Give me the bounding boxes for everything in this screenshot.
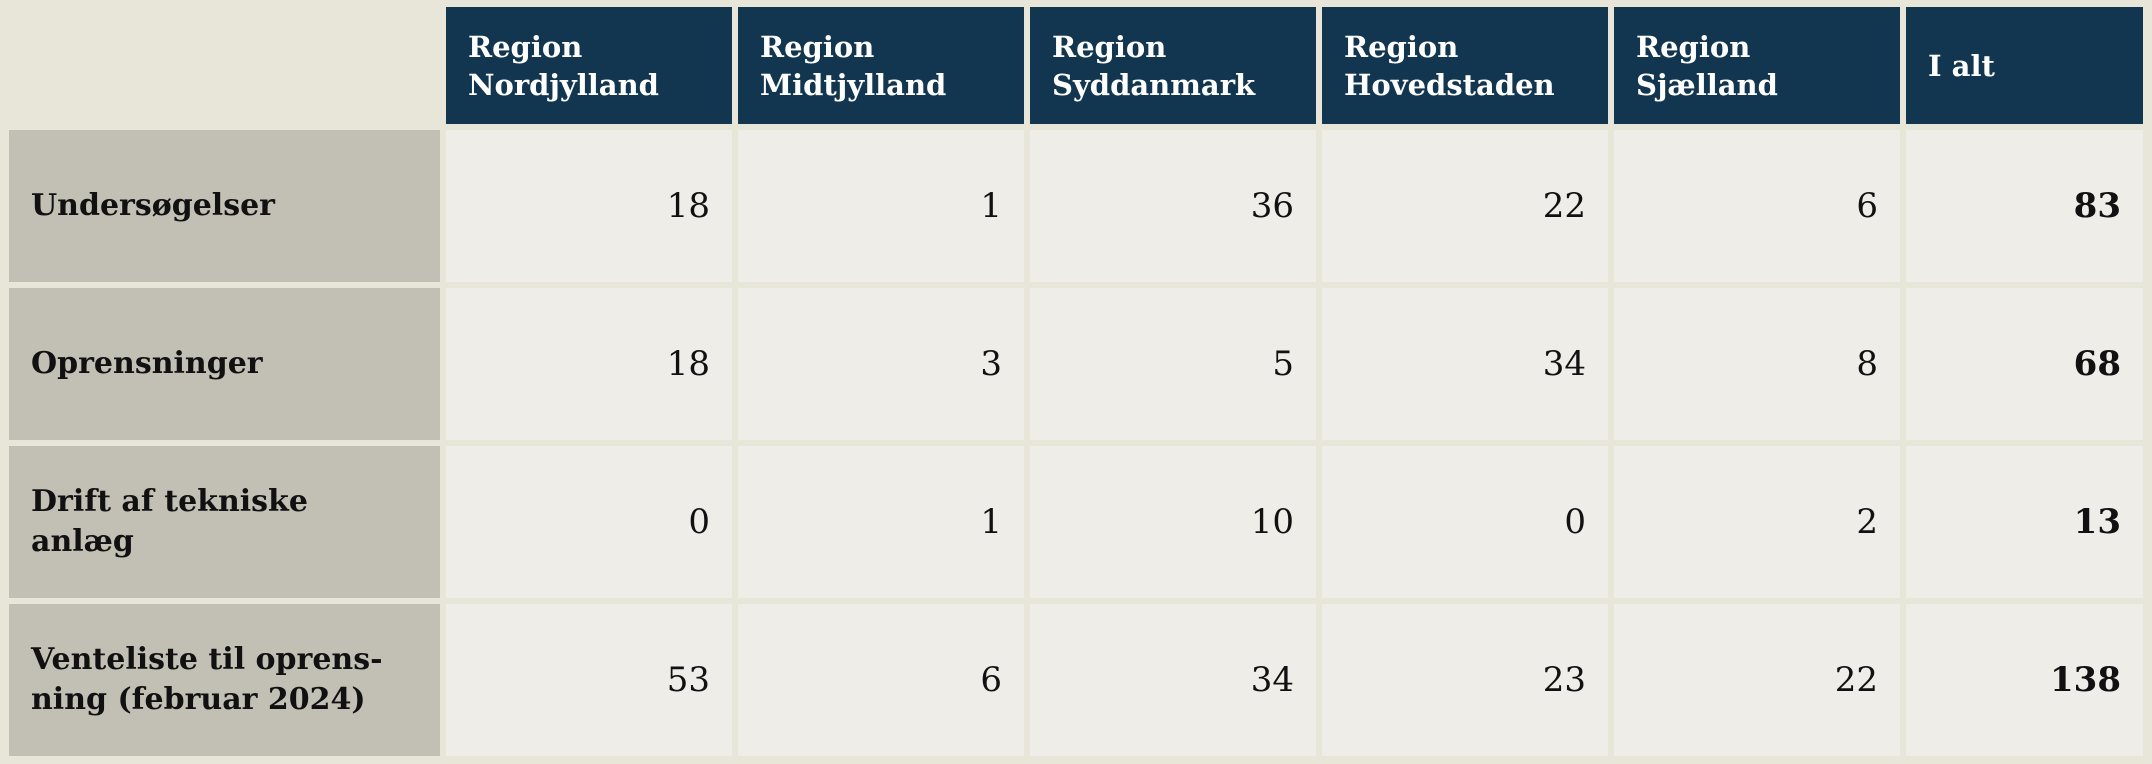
column-header: Region Syddanmark <box>1030 7 1316 124</box>
column-header: Region Midtjylland <box>738 7 1024 124</box>
total-cell: 138 <box>1906 604 2143 756</box>
row-label: Venteliste til oprens- ning (februar 202… <box>9 604 440 756</box>
value-cell: 1 <box>738 446 1024 598</box>
total-cell: 68 <box>1906 288 2143 440</box>
value-cell: 23 <box>1322 604 1608 756</box>
column-header: Region Hovedstaden <box>1322 7 1608 124</box>
row-label: Undersøgelser <box>9 130 440 282</box>
value-cell: 0 <box>1322 446 1608 598</box>
value-cell: 1 <box>738 130 1024 282</box>
column-header: Region Sjælland <box>1614 7 1900 124</box>
column-header: Region Nordjylland <box>446 7 732 124</box>
value-cell: 36 <box>1030 130 1316 282</box>
value-cell: 0 <box>446 446 732 598</box>
value-cell: 3 <box>738 288 1024 440</box>
value-cell: 22 <box>1614 604 1900 756</box>
corner <box>9 7 440 124</box>
total-cell: 83 <box>1906 130 2143 282</box>
value-cell: 22 <box>1322 130 1608 282</box>
value-cell: 8 <box>1614 288 1900 440</box>
value-cell: 34 <box>1322 288 1608 440</box>
value-cell: 34 <box>1030 604 1316 756</box>
value-cell: 6 <box>1614 130 1900 282</box>
total-cell: 13 <box>1906 446 2143 598</box>
row-label: Drift af tekniske anlæg <box>9 446 440 598</box>
row-label: Oprensninger <box>9 288 440 440</box>
value-cell: 10 <box>1030 446 1316 598</box>
value-cell: 6 <box>738 604 1024 756</box>
column-header: I alt <box>1906 7 2143 124</box>
value-cell: 5 <box>1030 288 1316 440</box>
value-cell: 18 <box>446 130 732 282</box>
value-cell: 18 <box>446 288 732 440</box>
value-cell: 53 <box>446 604 732 756</box>
value-cell: 2 <box>1614 446 1900 598</box>
